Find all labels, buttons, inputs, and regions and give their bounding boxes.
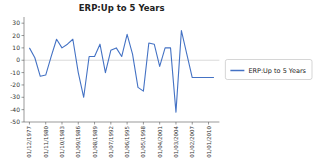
x-tick-label: 01/03/2004 (173, 126, 179, 158)
x-tick-label: 01/10/1983 (59, 126, 65, 158)
y-tick-label: -10 (10, 69, 20, 76)
x-tick (29, 122, 30, 125)
x-tick (61, 122, 62, 125)
y-tick (22, 84, 25, 85)
y-tick (22, 72, 25, 73)
x-axis-line (24, 122, 219, 123)
x-tick (159, 122, 160, 125)
y-tick-label: -20 (10, 81, 20, 88)
y-tick-label: 30 (12, 19, 20, 26)
y-tick-label: -40 (10, 106, 20, 113)
x-axis: 01/12/1977 01/11/1980 01/10/1983 01/09/1986… (24, 122, 219, 158)
title: ERP:Up to 5 Years (79, 3, 165, 13)
x-tick (175, 122, 176, 125)
y-tick (22, 60, 25, 61)
y-tick (22, 122, 25, 123)
y-tick-label: 10 (12, 44, 20, 51)
x-tick-label: 01/08/1989 (92, 126, 98, 158)
x-tick (192, 122, 193, 125)
y-tick (22, 23, 25, 24)
y-tick (22, 47, 25, 48)
x-tick-label: 01/09/1986 (75, 126, 81, 158)
x-tick-label: 01/05/1998 (140, 126, 146, 158)
y-tick (22, 35, 25, 36)
y-axis: -50 -40 -30 -20 -10 0 10 20 30 (10, 17, 219, 125)
plot-area (29, 31, 214, 113)
y-tick-label: -30 (10, 93, 20, 100)
x-tick (94, 122, 95, 125)
zero-line (24, 60, 219, 61)
x-tick (78, 122, 79, 125)
x-tick (110, 122, 111, 125)
x-tick-label: 01/04/2001 (157, 126, 163, 158)
chart: ERP:Up to 5 Years ERP:Up to 5 Years -50 -40… (0, 0, 318, 159)
legend-label: ERP:Up to 5 Years (248, 67, 306, 75)
x-tick-label: 01/02/2007 (189, 126, 195, 158)
legend-frame (225, 60, 312, 80)
x-tick (127, 122, 128, 125)
legend-swatch (230, 70, 244, 72)
y-axis-line (24, 17, 25, 122)
x-tick (208, 122, 209, 125)
x-tick-label: 01/11/1980 (43, 126, 49, 158)
x-tick-label: 01/12/1977 (26, 126, 32, 158)
y-tick (22, 97, 25, 98)
x-tick-label: 01/07/1992 (108, 126, 114, 158)
y-tick-label: -50 (10, 118, 20, 125)
x-tick (45, 122, 46, 125)
series-line (29, 31, 214, 113)
y-tick-label: 20 (12, 32, 20, 39)
legend: ERP:Up to 5 Years (225, 60, 312, 80)
y-tick-label: 0 (16, 56, 20, 63)
x-tick-label: 01/01/2010 (206, 126, 212, 158)
y-tick (22, 109, 25, 110)
x-tick (143, 122, 144, 125)
x-tick-label: 01/06/1995 (124, 126, 130, 158)
